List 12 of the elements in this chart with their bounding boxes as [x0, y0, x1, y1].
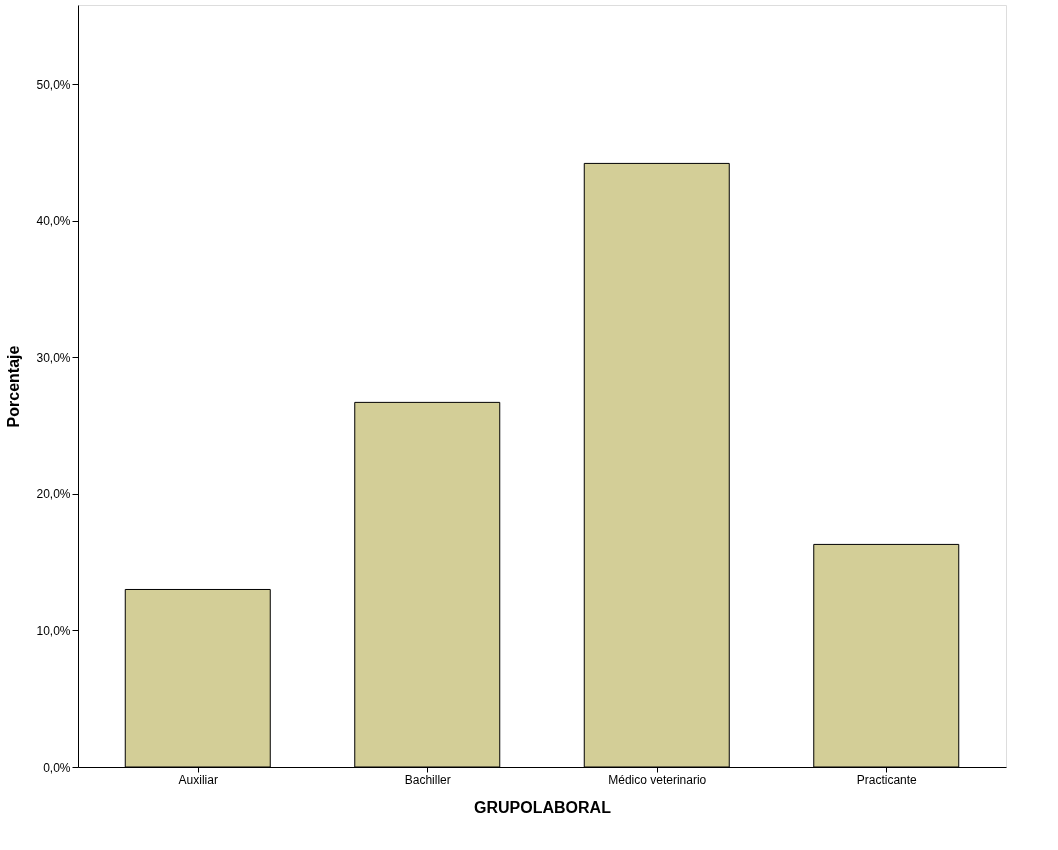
y-axis-title: Porcentaje [5, 345, 23, 428]
x-tick-label: Auxiliar [178, 772, 218, 787]
y-tick-label: 40,0% [36, 214, 71, 229]
y-tick-label: 50,0% [36, 77, 71, 92]
y-tick-label: 30,0% [36, 350, 71, 365]
x-tick-label: Practicante [856, 772, 918, 787]
y-tick-label: 10,0% [36, 623, 71, 638]
x-tick-label: Bachiller [404, 772, 451, 787]
y-tick-label: 0,0% [43, 760, 71, 775]
y-tick-label: 20,0% [36, 487, 71, 502]
x-tick-label: Médico veterinario [608, 772, 707, 787]
x-axis-title: GRUPOLABORAL [474, 798, 612, 816]
